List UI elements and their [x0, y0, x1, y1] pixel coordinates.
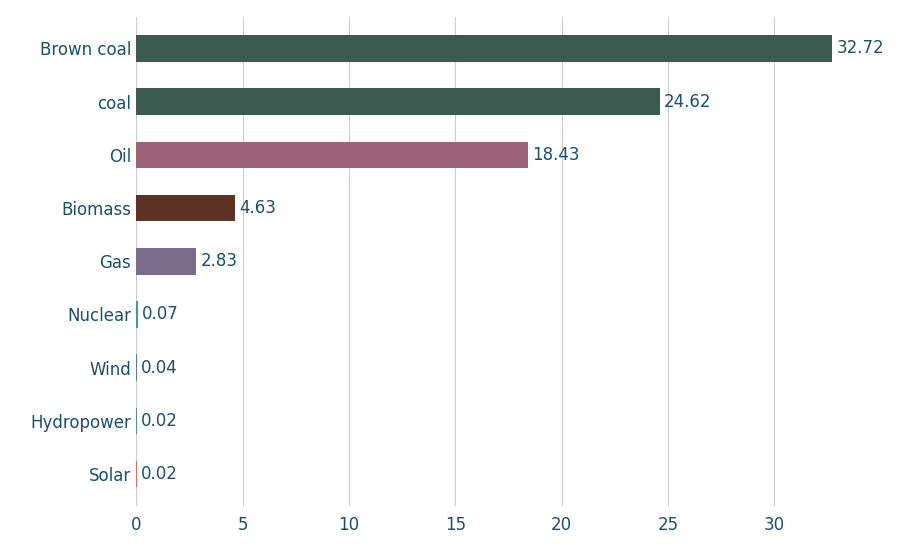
Bar [136, 248, 196, 274]
Bar [136, 35, 833, 62]
Bar [136, 141, 528, 168]
Bar [136, 195, 234, 221]
Text: 0.04: 0.04 [142, 359, 178, 377]
Text: 24.62: 24.62 [664, 92, 712, 111]
Text: 18.43: 18.43 [532, 146, 580, 164]
Text: 32.72: 32.72 [836, 40, 884, 57]
Bar [136, 89, 660, 115]
Text: 0.02: 0.02 [141, 412, 178, 430]
Text: 2.83: 2.83 [201, 252, 238, 270]
Text: 0.02: 0.02 [141, 465, 178, 483]
Text: 4.63: 4.63 [239, 199, 276, 217]
Text: 0.07: 0.07 [142, 305, 179, 323]
Bar [136, 301, 138, 328]
